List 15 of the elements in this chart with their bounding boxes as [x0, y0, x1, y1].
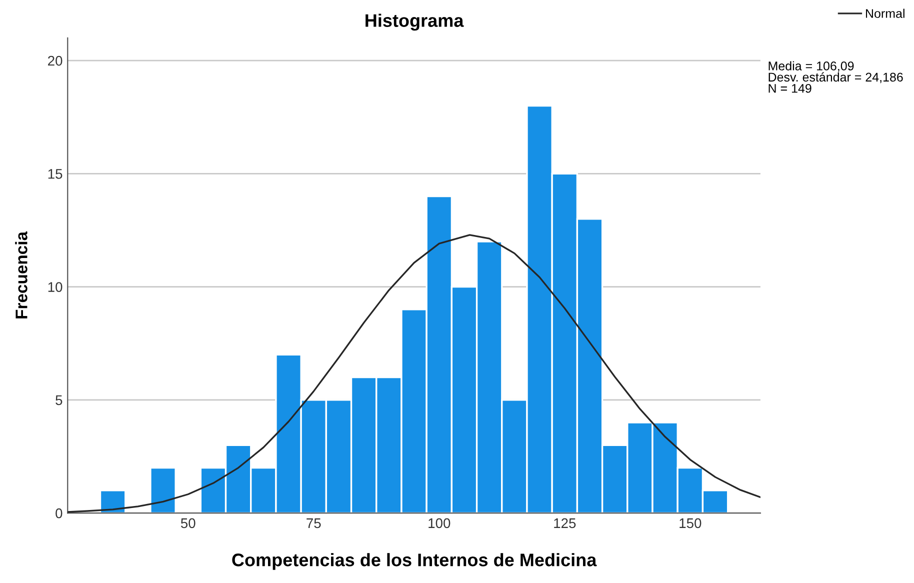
- x-tick-label: 50: [180, 518, 196, 528]
- y-tick-label: 15: [48, 169, 62, 179]
- y-tick-label: 10: [48, 282, 62, 292]
- legend-label: Normal: [866, 8, 904, 18]
- chart-title: Histograma: [366, 14, 464, 31]
- x-tick-label: 100: [428, 518, 450, 528]
- text: Media = 106,09 Desv. estándar = 24,186 N = 149: [768, 61, 903, 93]
- x-tick-label: 150: [680, 518, 702, 528]
- x-tick-label: 125: [554, 518, 576, 528]
- y-tick-label: 5: [56, 395, 62, 406]
- x-tick-label: 75: [306, 518, 321, 528]
- y-tick-label: 20: [48, 56, 62, 66]
- x-axis-title: Competencias de los Internos de Medicina: [232, 553, 597, 570]
- y-axis-title: Frecuencia: [15, 231, 28, 318]
- y-tick-label: 0: [56, 508, 62, 518]
